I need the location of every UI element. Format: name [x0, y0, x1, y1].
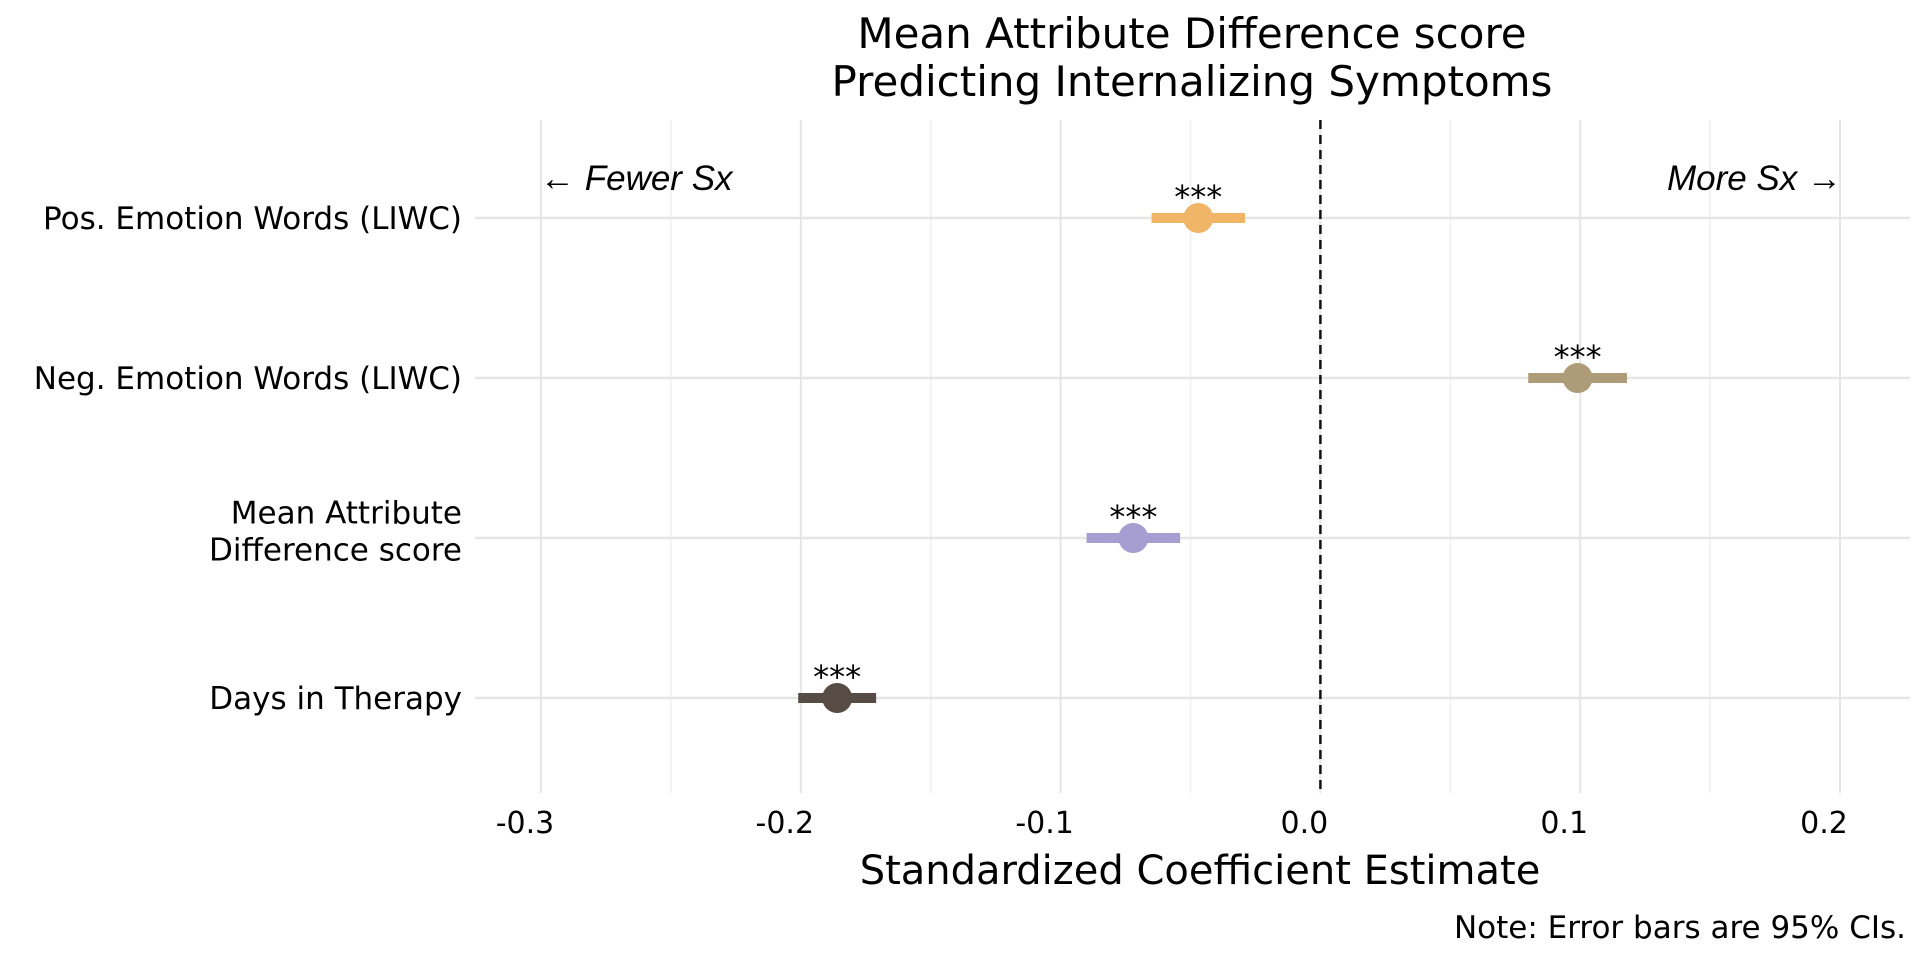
category-label: Pos. Emotion Words (LIWC): [43, 201, 462, 237]
x-tick-label: -0.3: [496, 806, 555, 841]
estimate-point: [1118, 523, 1149, 553]
chart-title-line-2: Predicting Internalizing Symptoms: [832, 57, 1553, 106]
x-tick-label: 0.2: [1800, 806, 1848, 841]
estimate-point: [822, 683, 853, 713]
significance-label: ***: [813, 658, 861, 696]
x-tick-label: 0.1: [1540, 806, 1588, 841]
direction-label-left: ← Fewer Sx: [540, 159, 734, 198]
estimate-point: [1183, 203, 1214, 233]
x-tick-label: -0.2: [756, 806, 815, 841]
category-label: Difference score: [209, 533, 462, 569]
category-label: Days in Therapy: [209, 681, 462, 717]
direction-label-right: More Sx →: [1667, 159, 1842, 198]
significance-label: ***: [1109, 498, 1157, 536]
estimate-point: [1562, 363, 1593, 393]
x-tick-label: 0.0: [1281, 806, 1329, 841]
significance-label: ***: [1174, 178, 1222, 216]
significance-label: ***: [1554, 338, 1602, 376]
chart-title-line-1: Mean Attribute Difference score: [857, 9, 1526, 58]
caption-note: Note: Error bars are 95% CIs.: [1454, 910, 1906, 946]
category-label: Neg. Emotion Words (LIWC): [34, 361, 462, 397]
category-label: Mean Attribute: [231, 496, 462, 532]
x-tick-label: -0.1: [1015, 806, 1074, 841]
x-axis-title: Standardized Coefficient Estimate: [860, 848, 1541, 894]
